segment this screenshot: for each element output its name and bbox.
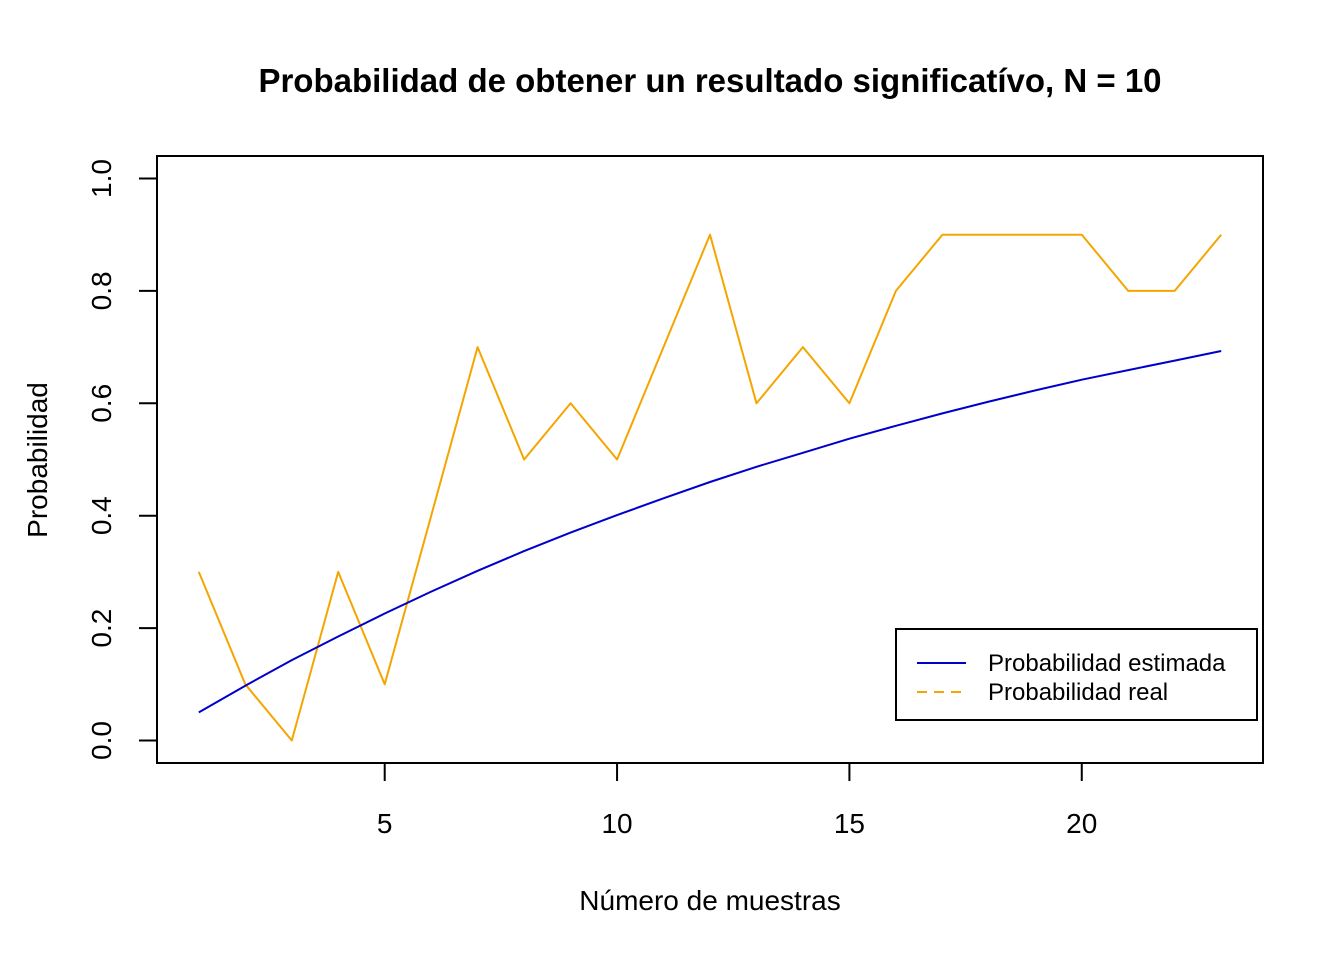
y-axis-label: Probabilidad bbox=[22, 382, 53, 538]
series-line-real bbox=[197, 233, 1222, 742]
x-tick-label: 20 bbox=[1066, 808, 1097, 839]
y-tick-label: 0.8 bbox=[86, 271, 117, 310]
y-tick-label: 0.0 bbox=[86, 721, 117, 760]
y-tick-label: 0.6 bbox=[86, 384, 117, 423]
legend-box bbox=[895, 628, 1258, 721]
x-tick-label: 5 bbox=[377, 808, 393, 839]
y-tick-label: 0.4 bbox=[86, 496, 117, 535]
y-tick-label: 1.0 bbox=[86, 159, 117, 198]
chart-title: Probabilidad de obtener un resultado sig… bbox=[258, 62, 1161, 99]
x-axis-label: Número de muestras bbox=[579, 885, 840, 916]
legend-label: Probabilidad estimada bbox=[988, 650, 1226, 677]
legend-label: Probabilidad real bbox=[988, 679, 1168, 706]
x-tick-label: 10 bbox=[601, 808, 632, 839]
y-axis: 0.0 0.2 0.4 0.6 0.8 1.0 bbox=[86, 159, 158, 760]
x-tick-label: 15 bbox=[834, 808, 865, 839]
series-line-estimada bbox=[198, 350, 1222, 714]
y-tick-label: 0.2 bbox=[86, 609, 117, 648]
x-axis: 5 10 15 20 bbox=[377, 762, 1097, 839]
series-group bbox=[197, 233, 1222, 742]
